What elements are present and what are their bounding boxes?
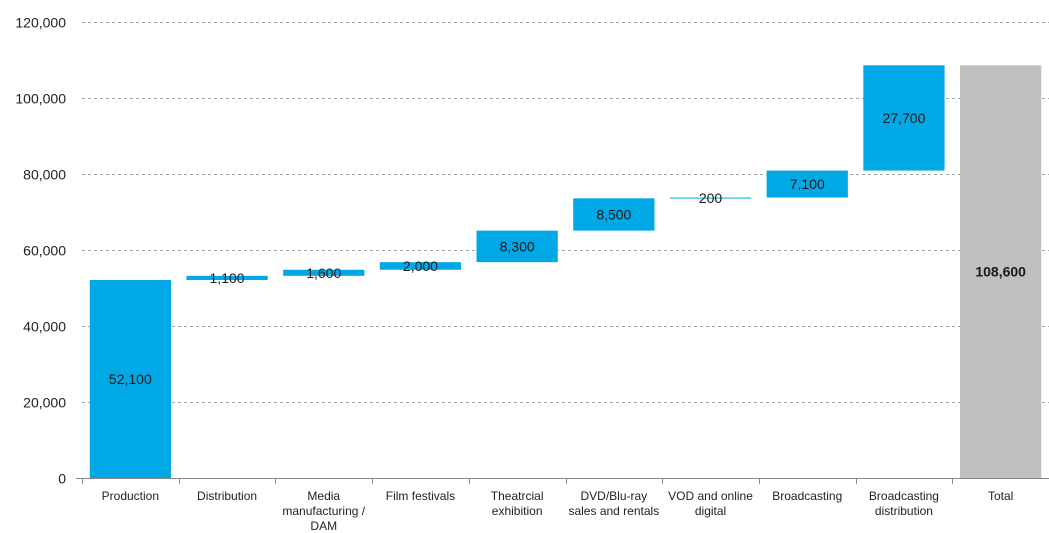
data-label: 108,600 — [975, 264, 1026, 280]
category-label: digital — [695, 504, 726, 518]
waterfall-bar — [573, 198, 655, 231]
data-label: 52,100 — [109, 371, 152, 387]
waterfall-bar — [669, 197, 752, 199]
data-label: 8,300 — [500, 238, 535, 254]
x-axis-category-labels: Production Distribution Mediamanufacturing… — [102, 489, 1014, 533]
data-label: 8,500 — [596, 206, 631, 222]
waterfall-bar — [89, 280, 171, 478]
y-axis-tick-labels: 0 20,000 40,000 60,000 80,000 100,000 120,000 — [15, 15, 66, 487]
category-label: Total — [988, 489, 1013, 503]
data-label: 2,000 — [403, 258, 438, 274]
category-label: exhibition — [492, 504, 543, 518]
category-label: manufacturing / — [282, 504, 365, 518]
data-label: 1,100 — [210, 270, 245, 286]
category-label: Production — [102, 489, 159, 503]
category-label: Distribution — [197, 489, 257, 503]
category-label: Theatrcial — [491, 489, 544, 503]
x-axis — [76, 478, 1049, 484]
y-tick-label: 20,000 — [23, 395, 66, 411]
total-bar — [960, 65, 1042, 478]
data-label: 200 — [699, 190, 723, 206]
category-label: DVD/Blu-ray — [581, 489, 648, 503]
y-tick-label: 100,000 — [15, 91, 66, 107]
bars — [89, 65, 1042, 478]
category-label: DAM — [310, 519, 337, 533]
data-label: 7,100 — [790, 176, 825, 192]
y-tick-label: 40,000 — [23, 319, 66, 335]
data-label: 1,600 — [306, 265, 341, 281]
data-labels: 52,100 1,100 1,600 2,000 8,300 8,500 200 7,100 2… — [109, 110, 1026, 387]
category-label: Media — [307, 489, 340, 503]
waterfall-bar — [766, 170, 848, 198]
waterfall-bar — [476, 230, 558, 263]
waterfall-bar — [283, 269, 365, 276]
waterfall-bar — [186, 275, 268, 281]
y-tick-label: 0 — [58, 471, 66, 487]
data-label: 27,700 — [883, 110, 926, 126]
waterfall-bar — [863, 65, 945, 171]
y-tick-label: 120,000 — [15, 15, 66, 31]
category-label: VOD and online — [668, 489, 753, 503]
waterfall-bar — [379, 262, 462, 270]
category-label: distribution — [875, 504, 933, 518]
y-tick-label: 80,000 — [23, 167, 66, 183]
category-label: Broadcasting — [772, 489, 842, 503]
category-label: Broadcasting — [869, 489, 939, 503]
category-label: Film festivals — [386, 489, 455, 503]
category-label: sales and rentals — [568, 504, 659, 518]
y-tick-label: 60,000 — [23, 243, 66, 259]
